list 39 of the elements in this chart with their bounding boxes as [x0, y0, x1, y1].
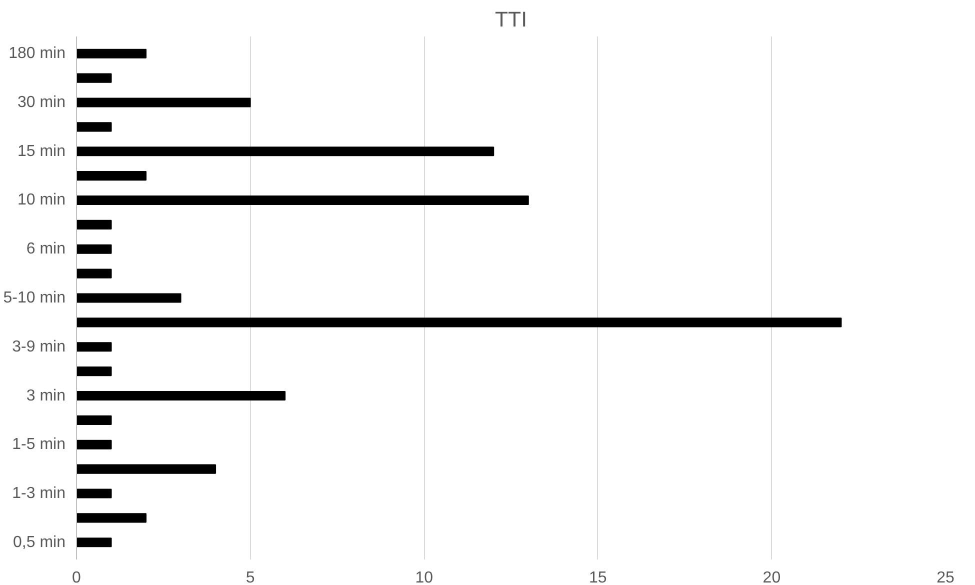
bar — [76, 293, 182, 303]
y-tick-label: 1-5 min — [12, 436, 66, 454]
x-tick-label: 5 — [246, 570, 255, 585]
x-tick-label: 25 — [936, 570, 954, 585]
bar — [76, 464, 216, 474]
y-tick-label: 30 min — [17, 94, 66, 111]
x-tick-label: 10 — [415, 570, 434, 585]
bar — [76, 415, 112, 425]
x-tick-label: 0 — [72, 570, 82, 585]
bar — [76, 318, 842, 328]
bar — [76, 513, 147, 523]
bar — [76, 73, 112, 83]
y-tick-label: 180 min — [8, 45, 66, 62]
bar — [76, 146, 494, 156]
bar — [76, 268, 112, 278]
bar — [76, 390, 286, 401]
x-tick-label: 20 — [762, 570, 781, 585]
bar — [76, 488, 112, 498]
y-tick-label: 3 min — [26, 387, 66, 404]
bar — [76, 440, 112, 450]
bar — [76, 122, 112, 132]
bar — [76, 342, 112, 352]
y-tick-label: 0,5 min — [13, 534, 66, 551]
y-tick-label: 1-3 min — [12, 485, 66, 502]
y-tick-label: 15 min — [17, 142, 66, 160]
y-tick-label: 3-9 min — [12, 338, 66, 356]
bar — [76, 220, 112, 230]
bar — [76, 244, 112, 254]
bar — [76, 538, 112, 548]
chart-title: TTI — [495, 8, 527, 32]
bar — [76, 48, 147, 58]
bar — [76, 366, 112, 376]
y-tick-label: 10 min — [17, 192, 66, 209]
y-tick-label: 6 min — [26, 240, 66, 258]
bar — [76, 195, 529, 206]
y-tick-label: 5-10 min — [3, 290, 66, 306]
bar — [76, 98, 251, 108]
x-tick-label: 15 — [589, 570, 607, 585]
bar — [76, 171, 147, 181]
